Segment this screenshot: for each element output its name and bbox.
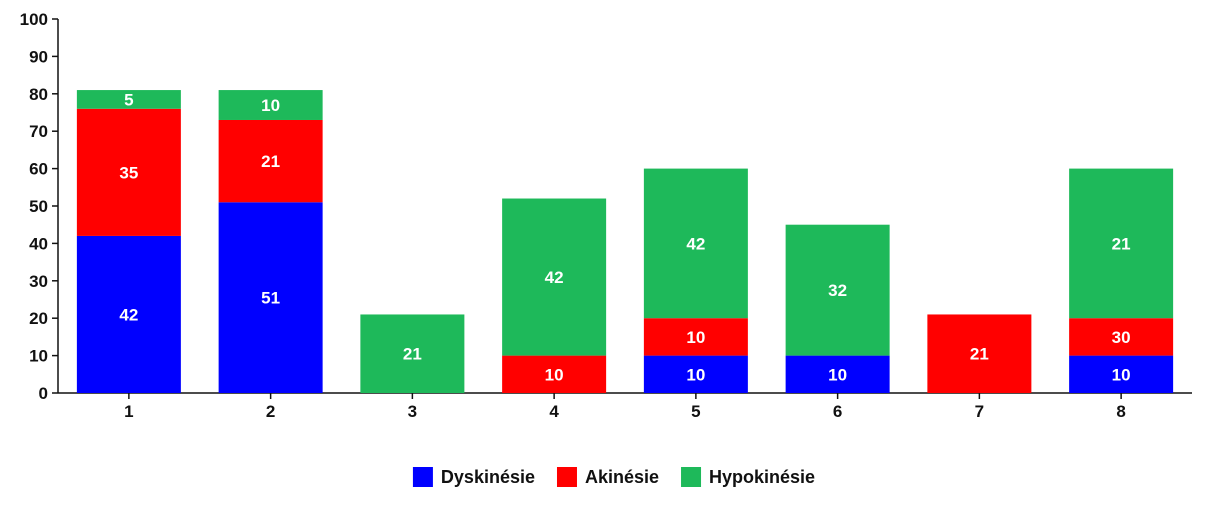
bar-segment [360, 314, 465, 393]
data-label: 42 [119, 305, 138, 324]
legend-label: Akinésie [585, 467, 659, 487]
x-tick-label: 8 [1116, 402, 1125, 421]
bar-segment [218, 119, 323, 203]
y-tick-label: 70 [29, 122, 48, 141]
x-tick-label: 2 [266, 402, 275, 421]
legend-label: Dyskinésie [441, 467, 535, 487]
x-tick-label: 7 [975, 402, 984, 421]
y-tick-label: 50 [29, 197, 48, 216]
bar-segment [502, 355, 607, 393]
data-label: 10 [1112, 365, 1131, 384]
bar-segment [643, 168, 748, 319]
bar-segment [1069, 355, 1174, 393]
x-tick-label: 5 [691, 402, 700, 421]
data-label: 32 [828, 281, 847, 300]
data-label: 10 [686, 365, 705, 384]
data-label: 42 [686, 234, 705, 253]
y-tick-label: 80 [29, 85, 48, 104]
y-tick-label: 10 [29, 347, 48, 366]
bar-segment [76, 235, 181, 393]
data-label: 21 [970, 345, 989, 364]
legend-swatch [681, 467, 702, 487]
data-label: 21 [261, 152, 280, 171]
y-tick-label: 40 [29, 234, 48, 253]
bar-segment [76, 108, 181, 236]
bar-segment [785, 224, 890, 356]
data-label: 51 [261, 289, 280, 308]
data-label: 10 [261, 96, 280, 115]
y-tick-label: 90 [29, 47, 48, 66]
data-label: 10 [686, 328, 705, 347]
x-tick-label: 4 [549, 402, 559, 421]
x-tick-label: 6 [833, 402, 842, 421]
x-tick-label: 3 [408, 402, 417, 421]
y-tick-label: 60 [29, 160, 48, 179]
bar-segment [76, 90, 181, 109]
data-label: 35 [119, 163, 138, 182]
legend-swatch [556, 467, 577, 487]
bar-segment [927, 314, 1032, 393]
y-tick-label: 100 [20, 10, 48, 29]
bar-segment [1069, 168, 1174, 319]
data-label: 10 [545, 365, 564, 384]
data-label: 42 [545, 268, 564, 287]
data-label: 21 [1112, 234, 1131, 253]
data-label: 21 [403, 345, 422, 364]
x-axis: 1 2 3 4 5 6 7 8 [58, 392, 1192, 421]
data-label: 30 [1112, 328, 1131, 347]
bar-segment [502, 198, 607, 356]
x-tick-label: 1 [124, 402, 133, 421]
legend: Dyskinésie Akinésie Hypokinésie [412, 467, 815, 487]
bar-segment [218, 202, 323, 393]
data-label: 5 [124, 90, 133, 109]
bars: 42 35 5 51 21 10 21 10 42 10 10 42 10 32 21 10 30 21 [76, 90, 1174, 393]
bar-segment [218, 90, 323, 120]
y-axis: 0 10 20 30 40 50 60 70 80 90 100 [20, 10, 59, 403]
bar-segment [643, 318, 748, 356]
bar-segment [1069, 318, 1174, 356]
data-label: 10 [828, 365, 847, 384]
y-tick-label: 30 [29, 272, 48, 291]
y-tick-label: 0 [39, 384, 48, 403]
bar-segment [643, 355, 748, 393]
y-tick-label: 20 [29, 309, 48, 328]
bar-segment [785, 355, 890, 393]
legend-label: Hypokinésie [709, 467, 815, 487]
legend-swatch [412, 467, 433, 487]
